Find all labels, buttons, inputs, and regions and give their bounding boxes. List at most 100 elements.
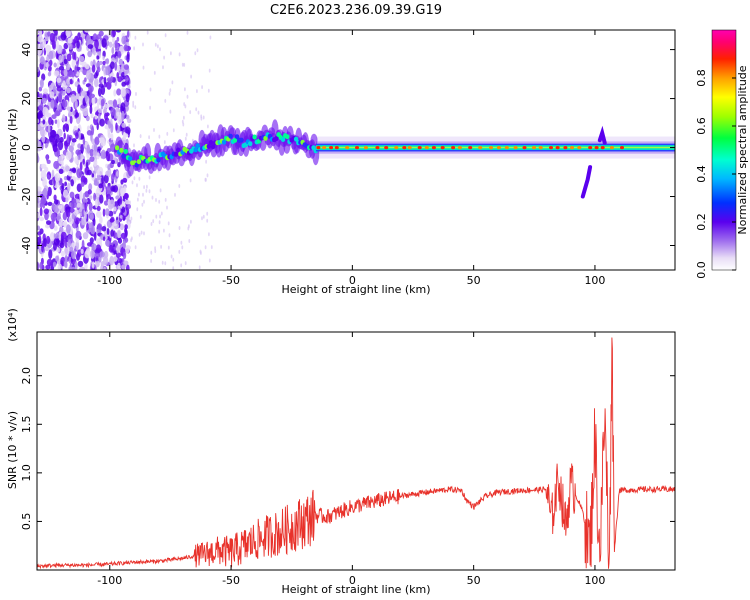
noise-blob [86,125,90,132]
noise-blob [63,68,68,77]
ridge-peak [594,146,599,150]
noise-blob [37,66,40,73]
noise-blob [58,92,63,102]
noise-blob [41,243,44,253]
noise-blob [115,30,122,33]
noise-blob [60,250,65,257]
noise-blob [77,84,81,94]
ridge-peak [384,146,389,150]
noise-blob [207,88,210,93]
noise-blob [138,232,141,237]
noise-blob [91,243,97,251]
noise-blob [45,108,49,118]
noise-blob [53,237,60,246]
noise-blob [77,154,81,161]
noise-blob [84,30,91,33]
noise-blob [112,30,116,37]
noise-blob [53,225,58,232]
noise-blob [69,79,73,85]
noise-blob [126,53,130,63]
ridge-peak [555,146,560,150]
noise-blob [184,104,187,109]
noise-blob [51,169,55,178]
x-tick-label: 100 [584,574,605,587]
noise-blob [133,143,135,148]
noise-blob [53,199,59,205]
ridge-peak [424,146,429,150]
colorbar-gradient [711,29,737,271]
noise-blob [62,211,68,221]
noise-blob [112,36,115,43]
noise-blob [129,200,131,205]
noise-blob [158,199,161,204]
noise-blob [62,221,66,227]
noise-blob [126,30,130,38]
ridge-peak [440,146,445,150]
noise-blob [104,208,110,216]
colorbar-tick-label: 0.6 [695,117,708,135]
noise-blob [39,216,45,222]
noise-blob [46,138,50,144]
noise-blob [62,80,66,91]
noise-blob [135,92,137,96]
noise-blob [89,105,93,115]
noise-blob [143,199,145,204]
noise-blob [46,220,51,226]
noise-blob [54,172,61,183]
noise-blob [57,140,64,151]
noise-blob [109,255,115,266]
ridge-peak [522,146,527,150]
noise-blob [150,250,153,255]
noise-blob [168,91,171,96]
noise-blob [115,122,118,131]
noise-blob [142,192,144,197]
noise-blob [79,135,85,140]
noise-blob [77,143,82,149]
noise-blob [40,170,47,180]
noise-blob [84,262,88,270]
noise-blob [101,226,107,232]
noise-blob [102,60,106,66]
noise-blob [123,44,128,52]
noise-blob [120,232,127,239]
noise-blob [123,192,129,200]
noise-blob [63,247,70,256]
noise-blob [85,115,90,122]
noise-blob [37,35,44,43]
noise-blob [154,42,157,47]
ridge-peak [489,146,493,150]
x-tick-label: -50 [222,274,240,287]
ridge-peak [316,146,321,150]
noise-blob [155,214,158,219]
noise-blob [76,168,82,179]
noise-blob [53,160,60,170]
noise-blob [68,145,74,152]
noise-blob [159,214,162,219]
noise-blob [206,218,209,223]
noise-blob [46,154,49,162]
noise-blob [84,77,87,82]
ridge-peak [570,146,574,150]
noise-blob [184,261,187,266]
noise-blob [42,187,48,198]
noise-blob [37,231,42,236]
noise-blob [183,102,186,107]
noise-blob [166,205,168,210]
noise-blob [180,240,183,245]
noise-blob [53,62,57,68]
noise-blob [75,149,82,156]
noise-blob [181,245,184,250]
noise-blob [95,244,102,253]
noise-blob [206,173,209,178]
noise-blob [157,44,159,49]
noise-blob [74,261,78,270]
noise-blob [178,52,181,57]
noise-blob [117,98,121,104]
noise-blob [84,63,90,70]
snr-series-line [37,337,675,570]
x-tick-label: -100 [97,274,122,287]
noise-blob [112,43,115,48]
noise-blob [44,143,48,149]
noise-blob [121,122,127,128]
colorbar-tick-label: 0.2 [695,213,708,231]
